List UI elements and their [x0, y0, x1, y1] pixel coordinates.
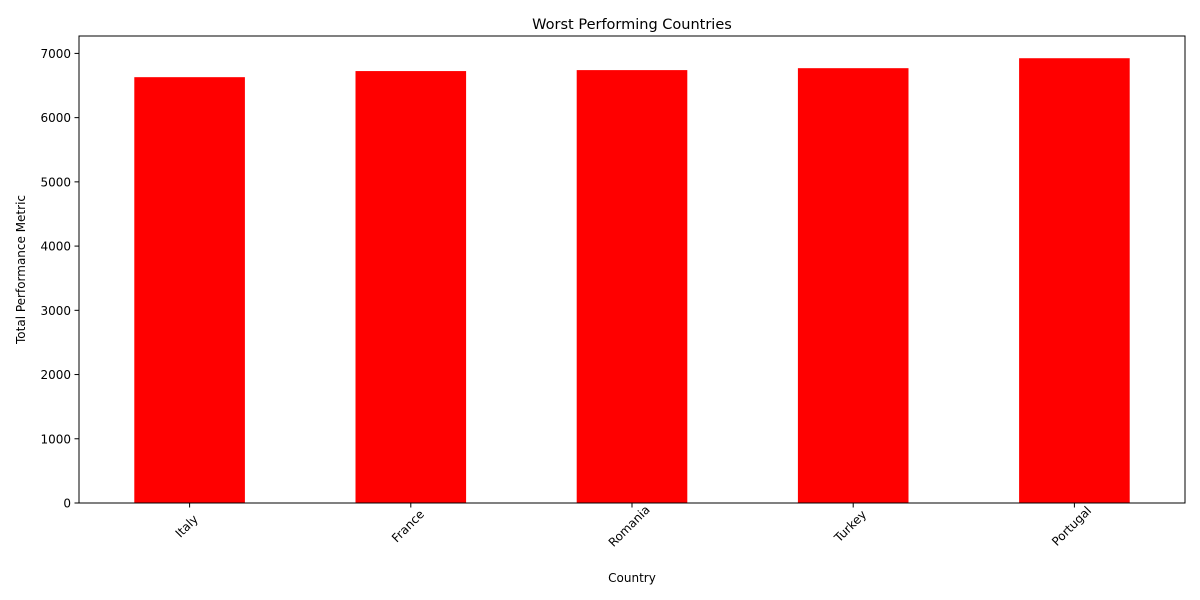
bar-turkey	[797, 68, 909, 504]
bar-france	[355, 71, 467, 503]
y-axis-label: Total Performance Metric	[14, 195, 28, 345]
bar-portugal	[1019, 58, 1130, 503]
y-tick-label: 1000	[40, 432, 71, 446]
y-tick-label: 4000	[40, 240, 71, 254]
chart-title: Worst Performing Countries	[532, 17, 732, 33]
x-tick-label: Turkey	[831, 507, 869, 545]
y-tick-label: 5000	[40, 175, 71, 189]
x-axis-ticks: Italy France Romania Turkey Portugal	[173, 503, 1094, 550]
y-tick-label: 2000	[40, 368, 71, 382]
x-axis-label: Country	[608, 571, 656, 585]
bars-group	[134, 58, 1130, 504]
x-tick-label: Portugal	[1049, 504, 1094, 549]
y-axis-ticks: 0 1000 2000 3000 4000 5000 6000 7000	[40, 47, 79, 511]
y-tick-label: 3000	[40, 304, 71, 318]
plot-frame	[78, 35, 1186, 504]
y-tick-label: 7000	[40, 47, 71, 61]
x-tick-label: France	[389, 507, 427, 545]
bar-romania	[576, 70, 688, 504]
x-tick-label: Romania	[606, 503, 653, 550]
bar-italy	[134, 77, 245, 504]
y-tick-label: 0	[63, 497, 71, 511]
x-tick-label: Italy	[173, 512, 201, 540]
y-tick-label: 6000	[40, 111, 71, 125]
